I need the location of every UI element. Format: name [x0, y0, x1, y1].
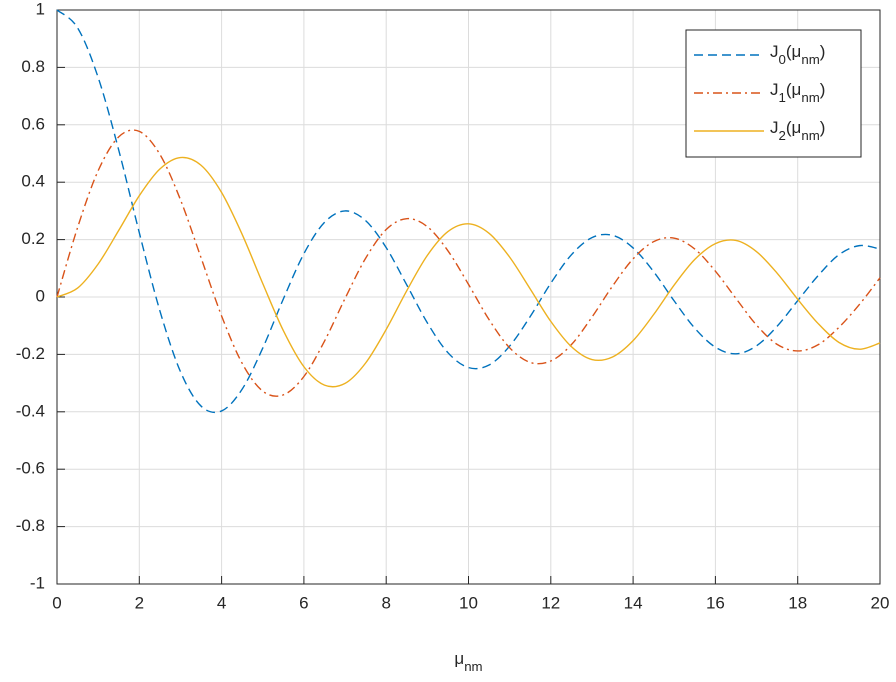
x-tick-label: 20	[871, 593, 890, 612]
y-tick-label: -0.6	[16, 459, 45, 478]
y-tick-label: 0.8	[21, 57, 45, 76]
legend-label: J2(μnm)	[770, 118, 825, 143]
y-tick-label: 0.4	[21, 172, 45, 191]
x-tick-label: 4	[217, 593, 226, 612]
x-tick-label: 8	[381, 593, 390, 612]
y-tick-label: -0.4	[16, 401, 45, 420]
y-tick-label: 0.2	[21, 229, 45, 248]
x-tick-label: 10	[459, 593, 478, 612]
y-tick-label: -0.8	[16, 516, 45, 535]
line-series	[56, 156, 881, 388]
x-tick-label: 14	[624, 593, 643, 612]
x-tick-label: 16	[706, 593, 725, 612]
y-tick-label: 1	[36, 0, 45, 18]
y-tick-label: 0.6	[21, 114, 45, 133]
x-tick-label: 6	[299, 593, 308, 612]
line-series	[56, 129, 881, 397]
line-series	[56, 9, 881, 414]
legend: J0(μnm) J1(μnm) J2(μnm)	[685, 29, 862, 158]
x-axis-label: μnm	[454, 649, 482, 674]
x-tick-label: 2	[135, 593, 144, 612]
y-tick-label: 0	[36, 286, 45, 305]
x-tick-label: 18	[788, 593, 807, 612]
y-tick-label: -0.2	[16, 344, 45, 363]
legend-label: J0(μnm)	[770, 42, 825, 67]
legend-label: J1(μnm)	[770, 80, 825, 105]
x-tick-label: 0	[52, 593, 61, 612]
y-tick-label: -1	[30, 573, 45, 592]
x-tick-label: 12	[541, 593, 560, 612]
